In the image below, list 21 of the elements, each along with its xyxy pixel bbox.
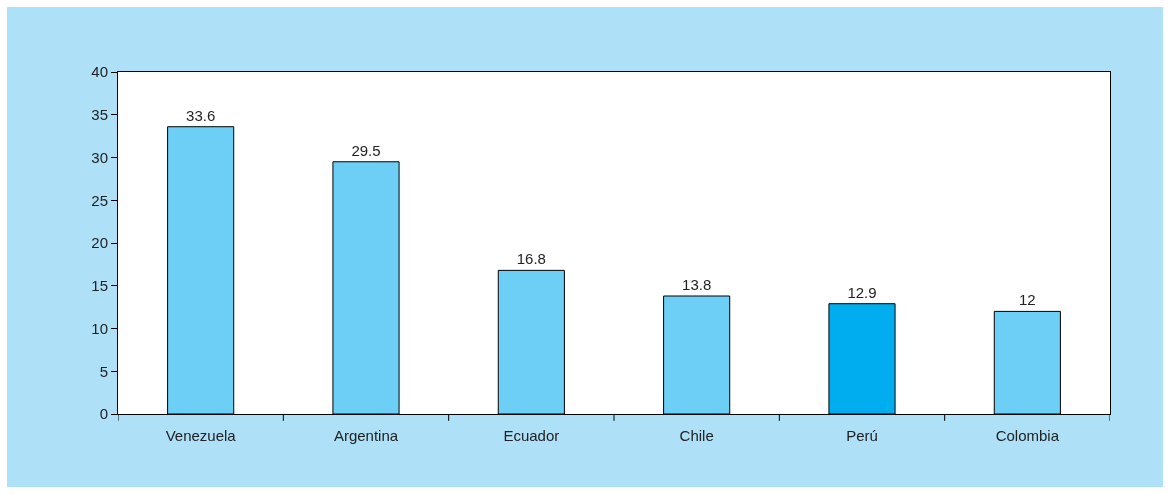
y-tick-label: 20 [91, 234, 108, 252]
y-tick-label: 25 [91, 191, 108, 209]
data-label: 16.8 [516, 250, 546, 268]
data-label: 12 [1018, 291, 1036, 309]
y-tick-label: 0 [99, 405, 108, 423]
data-label: 13.8 [682, 276, 712, 294]
x-tick-label: Argentina [333, 427, 399, 444]
y-tick-label: 15 [91, 277, 108, 294]
x-tick-label: Ecuador [503, 427, 560, 444]
data-label: 33.6 [186, 106, 216, 124]
y-tick-label: 30 [91, 148, 108, 166]
y-tick-label: 10 [91, 319, 108, 337]
x-tick-label: Venezuela [165, 427, 237, 444]
x-tick-label: Chile [679, 427, 714, 444]
data-label: 29.5 [351, 141, 381, 159]
y-tick-label: 35 [91, 106, 108, 123]
y-tick-label: 40 [91, 63, 108, 81]
data-label: 12.9 [847, 283, 877, 301]
x-tick-label: Perú [846, 427, 878, 444]
x-tick-label: Colombia [995, 427, 1060, 444]
y-tick-label: 5 [99, 362, 108, 380]
